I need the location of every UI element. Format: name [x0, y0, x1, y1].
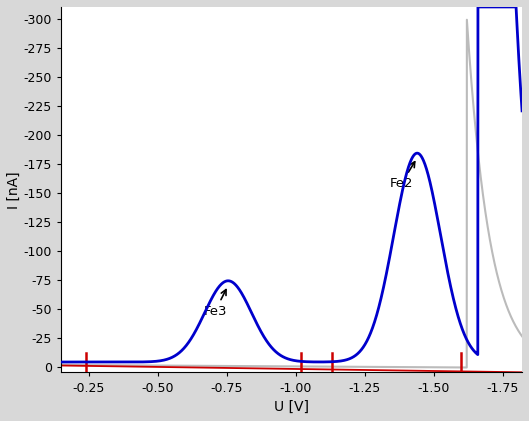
Text: Fe2: Fe2	[389, 162, 415, 190]
Y-axis label: I [nA]: I [nA]	[7, 171, 21, 208]
X-axis label: U [V]: U [V]	[274, 400, 309, 414]
Text: Fe3: Fe3	[203, 290, 227, 318]
